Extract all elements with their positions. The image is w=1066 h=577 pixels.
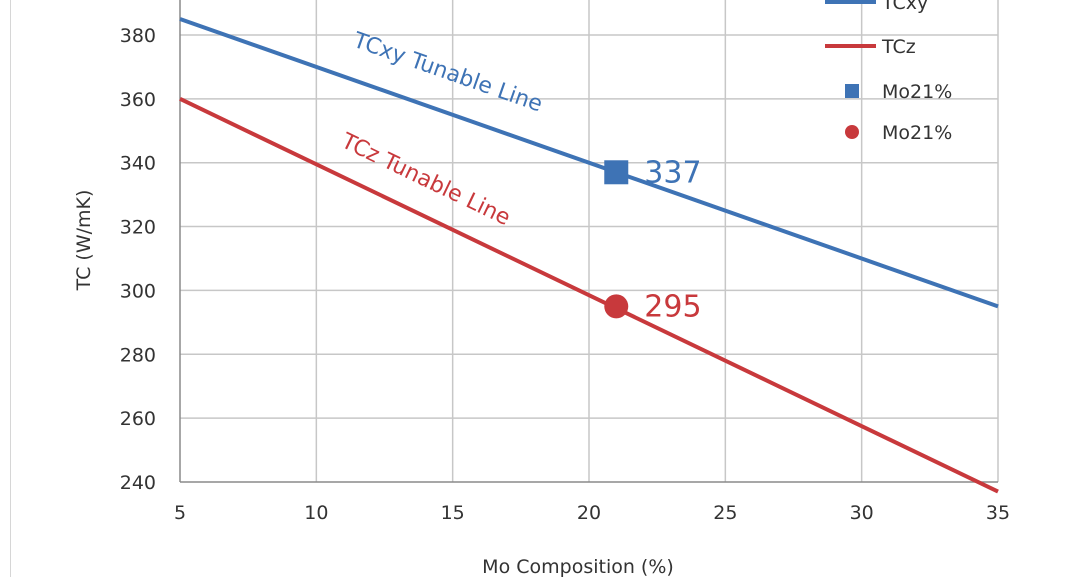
y-tick-labels: 240 260 280 300 320 340 360 380 — [120, 25, 156, 494]
line-annotation-tcxy: TCxy Tunable Line — [349, 28, 545, 118]
y-tick-label: 300 — [120, 280, 156, 302]
data-point-square — [604, 160, 629, 185]
x-tick-label: 20 — [577, 502, 601, 524]
data-markers: 337 295 — [604, 155, 702, 324]
series-lines — [179, 17, 999, 494]
x-tick-label: 25 — [713, 502, 737, 524]
legend-swatch-circle — [845, 125, 859, 139]
y-tick-label: 260 — [120, 408, 156, 430]
series-line-tcxy — [179, 17, 999, 309]
x-tick-label: 35 — [986, 502, 1010, 524]
legend-swatch-square — [845, 84, 859, 98]
x-tick-label: 30 — [850, 502, 874, 524]
y-tick-label: 240 — [120, 472, 156, 494]
x-tick-label: 5 — [174, 502, 186, 524]
x-axis-title: Mo Composition (%) — [482, 556, 674, 577]
y-tick-label: 380 — [120, 25, 156, 47]
legend-label: Mo21% — [882, 81, 952, 103]
y-axis-title: TC (W/mK) — [73, 190, 95, 292]
y-tick-label: 360 — [120, 89, 156, 111]
legend-label: TCxy — [881, 0, 928, 14]
series-line-tcz — [179, 97, 999, 494]
grid — [180, 0, 999, 482]
y-tick-label: 280 — [120, 344, 156, 366]
left-border — [10, 0, 11, 577]
axes — [179, 0, 998, 483]
legend: TCxy TCz Mo21% Mo21% — [825, 0, 952, 144]
data-label: 337 — [644, 155, 701, 190]
data-label: 295 — [644, 289, 701, 324]
legend-label: Mo21% — [882, 122, 952, 144]
y-tick-label: 320 — [120, 217, 156, 239]
legend-label: TCz — [881, 36, 916, 58]
data-point-circle — [604, 294, 629, 319]
y-tick-label: 340 — [120, 153, 156, 175]
x-tick-labels: 5 10 15 20 25 30 35 — [174, 502, 1010, 524]
x-tick-label: 15 — [441, 502, 465, 524]
x-tick-label: 10 — [304, 502, 328, 524]
